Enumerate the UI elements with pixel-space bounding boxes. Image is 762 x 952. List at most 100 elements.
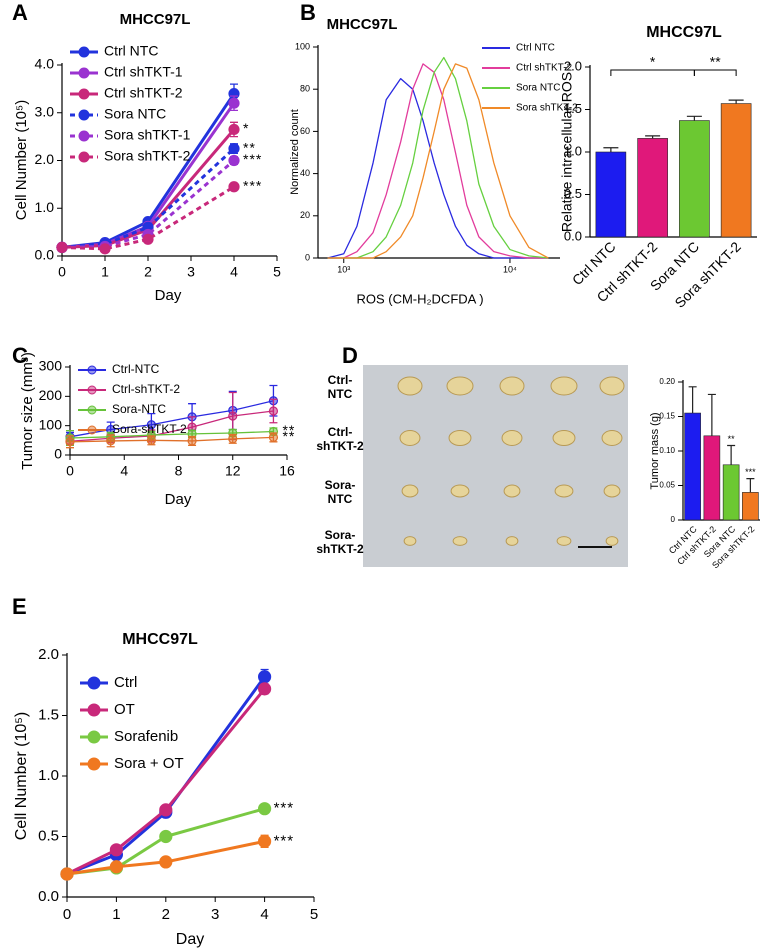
tumor [450, 484, 470, 498]
significance-label: *** [274, 832, 295, 849]
legend-marker [78, 109, 90, 121]
x-tick-label: 0 [58, 264, 66, 280]
tumor [601, 430, 623, 446]
series-line [69, 430, 274, 439]
series-line [66, 687, 266, 876]
data-point [106, 436, 116, 446]
bar [703, 435, 721, 521]
y-tick-label: 60 [300, 126, 310, 136]
photo-background [363, 365, 628, 567]
error-bar [746, 478, 755, 493]
legend-label: Ctrl NTC [104, 43, 158, 59]
legend-marker [87, 365, 97, 375]
significance-label: * [243, 120, 249, 136]
legend-marker [78, 151, 90, 163]
series-line [69, 436, 274, 443]
y-tick-label: 40 [300, 168, 310, 178]
y-tick-label: 0.5 [38, 827, 59, 844]
significance-bracket [610, 69, 695, 76]
y-tick-label: 0.5 [564, 186, 582, 201]
data-point [258, 670, 272, 684]
y-tick-label: 80 [300, 84, 310, 94]
tumor [397, 376, 423, 396]
x-tick-label: 5 [310, 906, 318, 923]
x-tick-label: 0 [63, 906, 71, 923]
error-bar [645, 135, 661, 139]
x-axis-title: Day [155, 287, 182, 304]
error-bar [603, 147, 619, 152]
tumor [552, 430, 576, 446]
x-tick-label: 10⁴ [503, 264, 517, 274]
legend-label: Ctrl shTKT-1 [104, 64, 183, 80]
error-bar [727, 444, 736, 465]
row-label: NTC [328, 492, 353, 506]
tumor [403, 536, 417, 546]
x-tick-label: 1 [101, 264, 109, 280]
tumor [503, 484, 521, 498]
y-tick-label: 1.5 [38, 706, 59, 723]
y-tick-label: 100 [39, 416, 63, 432]
x-tick-label: 5 [273, 264, 281, 280]
row-label: shTKT-2 [316, 542, 364, 556]
data-point [109, 843, 124, 857]
series-line [61, 185, 235, 251]
significance-label: *** [243, 151, 262, 167]
panel-label: B [300, 0, 316, 25]
bar [684, 412, 701, 521]
x-tick-label: 1 [112, 906, 120, 923]
legend-label: Sora NTC [104, 106, 166, 122]
data-point [60, 867, 74, 881]
tumor [399, 430, 421, 446]
y-tick-label: 1.0 [564, 143, 582, 158]
y-tick-label: 0.0 [35, 247, 55, 263]
data-point [228, 411, 238, 421]
legend-marker [87, 385, 97, 395]
significance-label: ** [710, 54, 721, 70]
bar [742, 492, 759, 521]
panel-label: A [12, 0, 28, 25]
data-point [159, 829, 173, 844]
y-tick-label: 0.15 [659, 412, 675, 421]
y-tick-label: 2.0 [35, 151, 55, 167]
series-line [66, 839, 265, 876]
panel-label: D [342, 343, 358, 368]
y-tick-label: 1.0 [38, 767, 59, 784]
tumor [499, 376, 525, 396]
data-point [56, 241, 68, 254]
bar [595, 151, 627, 238]
data-point [258, 802, 272, 816]
row-label: Ctrl- [328, 425, 353, 439]
legend-label: Ctrl [114, 674, 137, 691]
x-tick-label: 10³ [337, 264, 350, 274]
data-point [228, 154, 240, 167]
tumor [505, 536, 519, 546]
legend-marker [78, 46, 90, 58]
legend-label: Sora NTC [516, 83, 560, 94]
significance-label: ** [282, 428, 295, 444]
y-tick-label: 0.10 [659, 446, 675, 455]
legend-label: Ctrl shTKT-2 [104, 85, 183, 101]
tumor [550, 376, 578, 396]
tumor [452, 536, 468, 546]
legend-label: Sorafenib [114, 728, 178, 745]
bar [679, 120, 710, 238]
legend-label: OT [114, 701, 135, 718]
y-tick-label: 0 [54, 446, 62, 462]
series-line [327, 56, 549, 259]
significance-label: *** [745, 467, 756, 477]
legend-marker [78, 88, 90, 100]
legend-marker [87, 405, 97, 415]
y-axis-title: Cell Number (10⁵) [13, 712, 30, 840]
data-point [146, 435, 156, 445]
y-axis-title: Relative intracellular ROS [559, 72, 575, 232]
legend-label: Sora-NTC [112, 402, 166, 416]
data-point [258, 682, 272, 696]
row-label: NTC [328, 387, 353, 401]
y-tick-label: 0 [305, 252, 310, 262]
legend-label: Sora + OT [114, 755, 184, 772]
legend-label: Sora shTKT-2 [104, 148, 191, 164]
significance-label: *** [243, 177, 262, 193]
x-tick-label: 12 [225, 463, 241, 479]
chart-title: MHCC97L [327, 16, 398, 33]
tumor [401, 484, 419, 498]
